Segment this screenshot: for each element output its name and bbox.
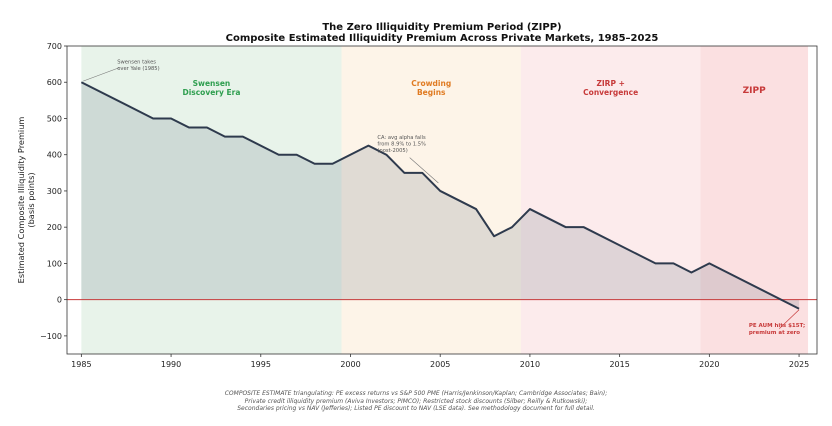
x-tick-label: 1985 xyxy=(71,360,91,369)
y-tick-label: 100 xyxy=(47,259,62,268)
footnote-line: COMPOSITE ESTIMATE triangulating: PE exc… xyxy=(224,390,608,397)
y-tick-label: 300 xyxy=(47,187,62,196)
y-tick-label: 700 xyxy=(47,42,62,51)
annotation-text: (post-2005) xyxy=(377,148,407,154)
y-tick-label: 500 xyxy=(47,114,62,123)
y-tick-label: 0 xyxy=(57,296,62,305)
x-tick-label: 2000 xyxy=(340,360,360,369)
annotation-arrow xyxy=(83,67,120,82)
annotation-text: premium at zero xyxy=(749,330,800,336)
title-layer: The Zero Illiquidity Premium Period (ZIP… xyxy=(226,22,659,44)
series-line xyxy=(80,81,800,310)
era-band xyxy=(520,46,701,354)
annotation-text: PE AUM hits $15T; xyxy=(749,323,805,329)
axes-layer: 1985 1990 1995 2000 2005 2010 2015 2020 2025−100… xyxy=(16,42,818,369)
annotation-text: over Yale (1985) xyxy=(117,66,159,72)
y-tick-label: 600 xyxy=(47,78,62,87)
y-axis-label: Estimated Composite Illiquidity Premium xyxy=(16,117,26,284)
y-tick-label: −100 xyxy=(40,332,62,341)
footnote-line: Secondaries pricing vs NAV (Jefferies); … xyxy=(237,405,595,412)
methodology-footnote: COMPOSITE ESTIMATE triangulating: PE exc… xyxy=(0,390,832,413)
x-tick-label: 2025 xyxy=(789,360,809,369)
x-tick-label: 2005 xyxy=(430,360,450,369)
era-label: Discovery Era xyxy=(182,88,240,97)
x-tick-label: 1990 xyxy=(161,360,181,369)
era-band xyxy=(700,46,809,354)
y-tick-label: 400 xyxy=(47,151,62,160)
area-layer xyxy=(81,82,800,309)
annotation-text: from 8.9% to 1.5% xyxy=(377,142,426,148)
chart-title: The Zero Illiquidity Premium Period (ZIP… xyxy=(322,22,561,33)
annotation-text: CA: avg alpha falls xyxy=(377,135,426,141)
era-label: ZIRP + xyxy=(596,79,624,88)
footnote-line: Private credit illiquidity premium (Aviv… xyxy=(244,397,588,405)
x-tick-label: 2015 xyxy=(609,360,629,369)
era-label: Convergence xyxy=(583,88,638,97)
era-label: Begins xyxy=(417,88,446,97)
era-label: ZIPP xyxy=(743,86,766,96)
era-label: Swensen xyxy=(193,79,231,88)
annotation-arrow xyxy=(779,309,800,329)
era-band xyxy=(81,46,342,354)
y-tick-label: 200 xyxy=(47,223,62,232)
x-tick-label: 2010 xyxy=(520,360,540,369)
y-axis-label: (basis points) xyxy=(26,172,36,227)
x-tick-label: 2020 xyxy=(699,360,719,369)
series-area xyxy=(81,82,800,309)
annotation-text: Swensen takes xyxy=(117,59,156,65)
era-label: Crowding xyxy=(411,79,451,88)
plot-frame xyxy=(66,45,818,355)
chart-subtitle: Composite Estimated Illiquidity Premium … xyxy=(226,33,659,44)
x-tick-label: 1995 xyxy=(251,360,271,369)
annotation-arrow xyxy=(409,157,439,184)
era-band xyxy=(341,46,521,354)
series-line-layer xyxy=(80,81,800,310)
